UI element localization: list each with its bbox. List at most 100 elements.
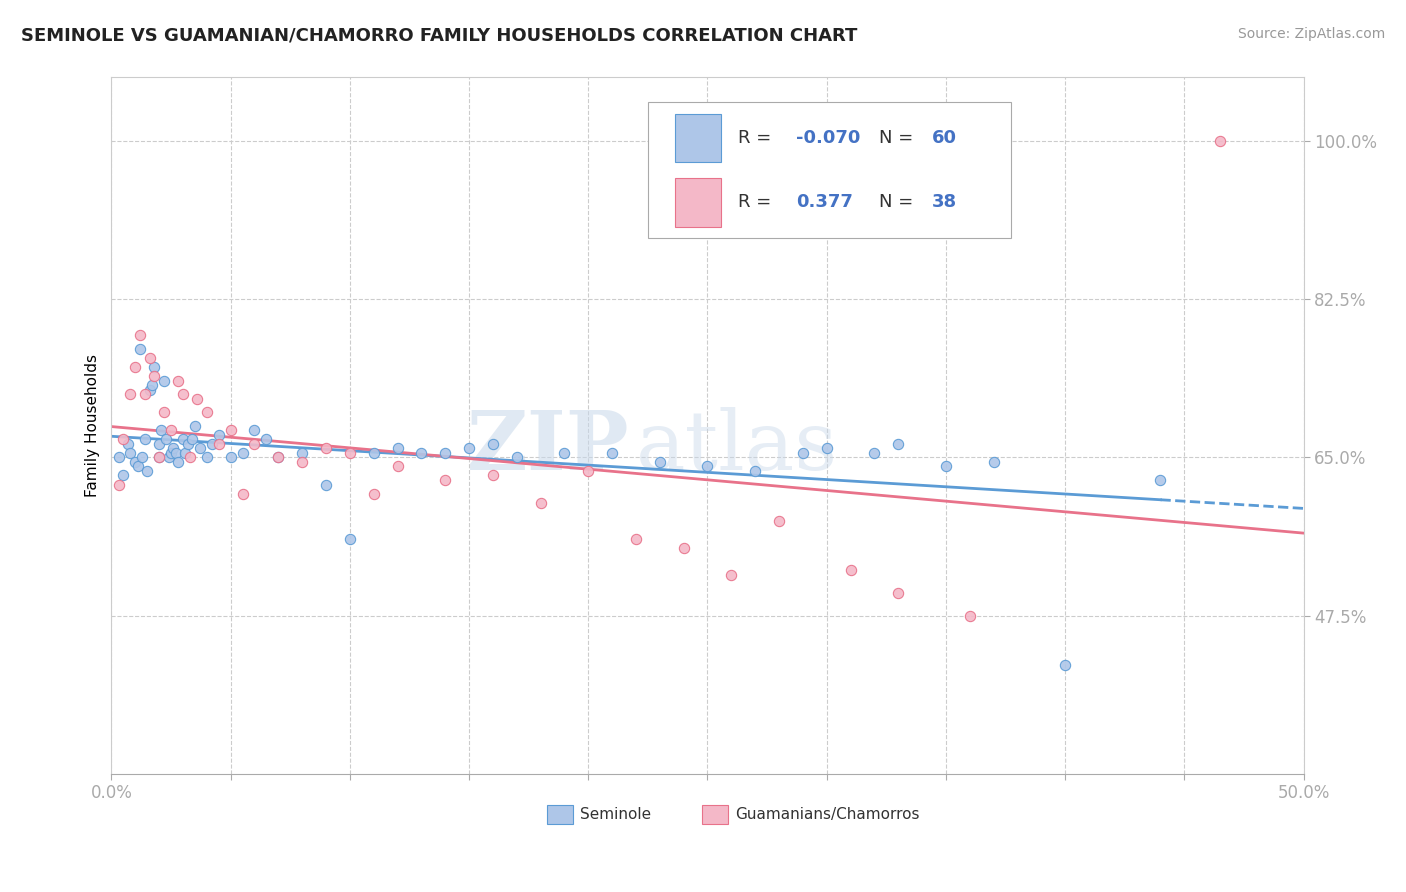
Point — [208, 437, 231, 451]
Point — [411, 446, 433, 460]
Text: SEMINOLE VS GUAMANIAN/CHAMORRO FAMILY HOUSEHOLDS CORRELATION CHART: SEMINOLE VS GUAMANIAN/CHAMORRO FAMILY HO… — [21, 27, 858, 45]
Point — [434, 473, 457, 487]
Point — [143, 359, 166, 374]
Point — [155, 432, 177, 446]
Point — [148, 437, 170, 451]
Point — [935, 459, 957, 474]
Point — [143, 368, 166, 383]
Point — [576, 464, 599, 478]
Point — [112, 432, 135, 446]
Point — [839, 564, 862, 578]
Point — [181, 432, 204, 446]
Point — [107, 477, 129, 491]
Point — [129, 328, 152, 343]
Point — [165, 446, 187, 460]
Point — [186, 392, 208, 406]
Point — [339, 446, 361, 460]
Point — [553, 446, 575, 460]
Point — [887, 437, 910, 451]
Point — [153, 405, 176, 419]
Point — [243, 437, 266, 451]
Point — [112, 468, 135, 483]
Point — [291, 446, 314, 460]
Point — [1209, 134, 1232, 148]
Point — [160, 423, 183, 437]
Text: atlas: atlas — [636, 407, 838, 487]
Point — [254, 432, 277, 446]
Text: N =: N = — [879, 129, 920, 147]
Point — [219, 423, 242, 437]
Point — [983, 455, 1005, 469]
Point — [120, 446, 142, 460]
Point — [124, 359, 146, 374]
Point — [179, 450, 201, 465]
Point — [150, 423, 173, 437]
Bar — [547, 805, 572, 824]
Point — [315, 442, 337, 456]
Point — [208, 427, 231, 442]
Point — [1149, 473, 1171, 487]
Point — [172, 387, 194, 401]
Point — [243, 423, 266, 437]
Point — [696, 459, 718, 474]
Bar — [675, 113, 721, 162]
Text: -0.070: -0.070 — [796, 129, 860, 147]
Point — [792, 446, 814, 460]
Point — [138, 351, 160, 365]
Point — [744, 464, 766, 478]
Point — [720, 568, 742, 582]
Bar — [702, 805, 728, 824]
Point — [363, 486, 385, 500]
Point — [1054, 658, 1077, 673]
Text: 38: 38 — [932, 194, 956, 211]
Point — [506, 450, 529, 465]
Point — [160, 446, 183, 460]
Point — [363, 446, 385, 460]
Point — [529, 495, 551, 509]
Point — [195, 405, 218, 419]
Bar — [675, 178, 721, 227]
Point — [672, 541, 695, 555]
Point — [174, 446, 197, 460]
Point — [458, 442, 481, 456]
Point — [315, 477, 337, 491]
Point — [162, 442, 184, 456]
Text: 60: 60 — [932, 129, 956, 147]
Point — [815, 442, 838, 456]
Point — [120, 387, 142, 401]
Point — [959, 608, 981, 623]
Point — [434, 446, 457, 460]
Point — [387, 442, 409, 456]
Text: Guamanians/Chamorros: Guamanians/Chamorros — [735, 807, 920, 822]
Point — [232, 486, 254, 500]
Point — [863, 446, 886, 460]
Point — [339, 532, 361, 546]
Point — [387, 459, 409, 474]
Point — [177, 437, 200, 451]
Text: R =: R = — [738, 194, 783, 211]
Point — [148, 450, 170, 465]
Point — [134, 432, 156, 446]
Point — [138, 383, 160, 397]
FancyBboxPatch shape — [648, 102, 1011, 237]
Point — [107, 450, 129, 465]
Point — [157, 450, 180, 465]
Point — [184, 418, 207, 433]
Point — [267, 450, 290, 465]
Point — [624, 532, 647, 546]
Point — [291, 455, 314, 469]
Point — [267, 450, 290, 465]
Text: N =: N = — [879, 194, 920, 211]
Point — [129, 342, 152, 356]
Text: Source: ZipAtlas.com: Source: ZipAtlas.com — [1237, 27, 1385, 41]
Point — [131, 450, 153, 465]
Point — [124, 455, 146, 469]
Point — [127, 459, 149, 474]
Point — [219, 450, 242, 465]
Point — [482, 468, 505, 483]
Point — [768, 514, 790, 528]
Point — [148, 450, 170, 465]
Text: R =: R = — [738, 129, 778, 147]
Point — [195, 450, 218, 465]
Point — [648, 455, 671, 469]
